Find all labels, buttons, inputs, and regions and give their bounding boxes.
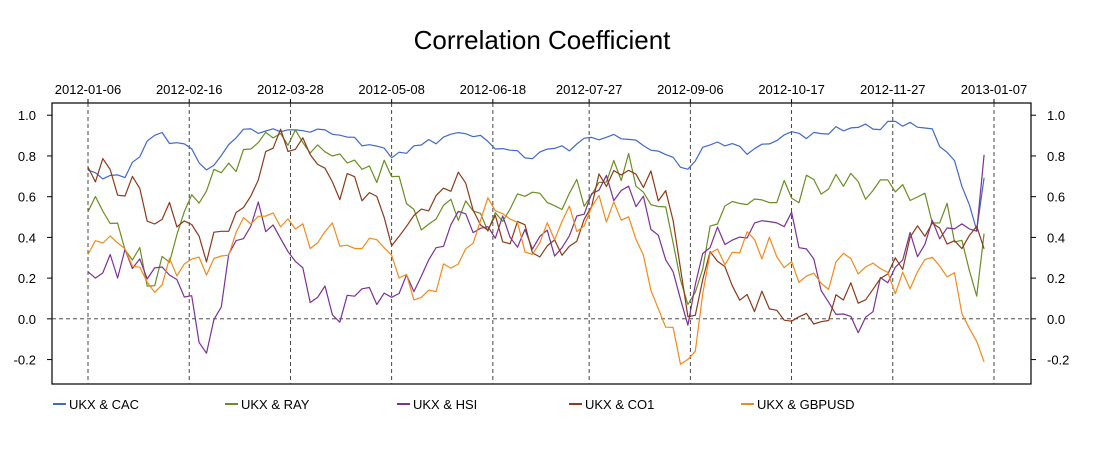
legend-label: UKX & RAY [241, 397, 310, 412]
y-tick-label-right: 0.4 [1047, 230, 1065, 245]
y-tick-label-right: -0.2 [1047, 353, 1069, 368]
plot-frame [51, 102, 1032, 385]
series-line-ukx-hsi [87, 154, 985, 354]
chart-title: Correlation Coefficient [414, 25, 672, 55]
x-tick-label: 2012-10-17 [758, 82, 825, 97]
y-tick-label-left: 1.0 [18, 108, 36, 123]
legend-label: UKX & CO1 [585, 397, 654, 412]
series-layer [87, 120, 985, 365]
x-tick-label: 2012-09-06 [657, 82, 724, 97]
legend: UKX & CAC UKX & RAY UKX & HSI UKX & CO1 UKX … [53, 397, 855, 412]
y-tick-label-left: -0.2 [14, 353, 36, 368]
x-tick-label: 2012-03-28 [257, 82, 324, 97]
y-tick-label-right: 0.6 [1047, 190, 1065, 205]
legend-label: UKX & CAC [69, 397, 139, 412]
y-tick-label-right: 0.0 [1047, 312, 1065, 327]
y-tick-label-right: 1.0 [1047, 108, 1065, 123]
series-line-ukx-cac [87, 120, 985, 231]
y-tick-label-right: 0.8 [1047, 149, 1065, 164]
y-tick-label-right: 0.2 [1047, 271, 1065, 286]
axis-layer: 2012-01-06 2012-02-16 2012-03-28 2012-05-08… [14, 82, 1070, 368]
series-line-ukx-ray [87, 129, 985, 306]
x-tick-label: 2012-01-06 [55, 82, 122, 97]
y-tick-label-left: 0.8 [18, 149, 36, 164]
x-tick-label: 2012-07-27 [556, 82, 623, 97]
legend-label: UKX & HSI [413, 397, 477, 412]
x-tick-label: 2012-05-08 [358, 82, 425, 97]
legend-label: UKX & GBPUSD [757, 397, 855, 412]
y-tick-label-left: 0.4 [18, 230, 36, 245]
grid-layer [52, 103, 1031, 384]
series-line-ukx-gbpusd [87, 194, 985, 365]
x-tick-label: 2012-02-16 [156, 82, 223, 97]
x-tick-label: 2012-11-27 [860, 82, 926, 97]
y-tick-label-left: 0.2 [18, 271, 36, 286]
x-tick-label: 2012-06-18 [460, 82, 527, 97]
series-line-ukx-co1 [87, 128, 985, 325]
x-tick-label: 2013-01-07 [961, 82, 1028, 97]
y-tick-label-left: 0.0 [18, 312, 36, 327]
y-tick-label-left: 0.6 [18, 190, 36, 205]
